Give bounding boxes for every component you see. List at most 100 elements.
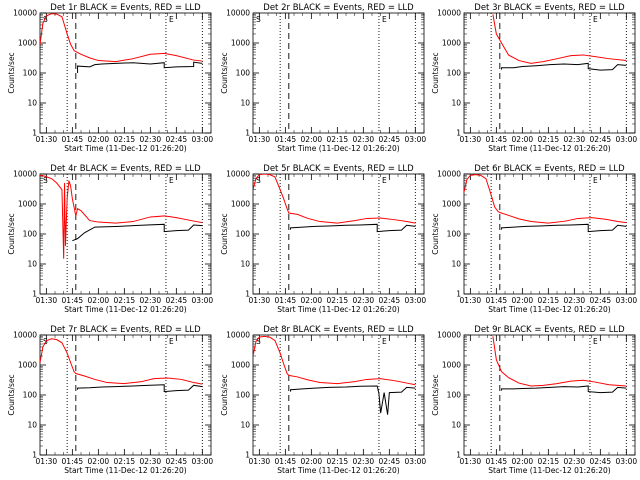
y-tick-label: 100 [23, 391, 38, 400]
y-tick-label: 1000 [231, 200, 250, 209]
x-tick-label: 02:15 [114, 457, 136, 466]
x-tick-label: 01:45 [62, 135, 84, 144]
x-tick-label: 01:30 [460, 457, 482, 466]
x-tick-label: 02:15 [538, 296, 560, 305]
y-tick-label: 100 [23, 69, 38, 78]
panel-title: Det 5r BLACK = Events, RED = LLD [263, 164, 414, 174]
end-marker-label: E [382, 337, 387, 346]
events-series-line [501, 62, 627, 71]
y-tick-label: 1000 [442, 361, 461, 370]
y-axis-label: Counts/sec [220, 374, 229, 415]
events-series-line [77, 384, 203, 393]
x-tick-label: 02:45 [379, 457, 401, 466]
y-tick-label: 10 [240, 99, 250, 108]
x-tick-label: 03:00 [405, 296, 427, 305]
plot-frame [252, 12, 425, 134]
x-tick-label: 02:15 [114, 296, 136, 305]
x-tick-label: 03:00 [616, 457, 638, 466]
y-tick-label: 10000 [13, 331, 37, 340]
x-tick-label: 01:45 [486, 296, 508, 305]
y-tick-label: 10 [451, 99, 461, 108]
y-tick-label: 10 [240, 421, 250, 430]
y-tick-label: 1000 [442, 39, 461, 48]
panel-2: Det 2r BLACK = Events, RED = LLD 1 10 100 10… [220, 3, 426, 153]
x-tick-label: 02:00 [512, 135, 534, 144]
start-marker-label: S [43, 15, 48, 24]
events-series-line [72, 223, 203, 242]
y-tick-label: 100 [447, 230, 462, 239]
y-axis-label: Counts/sec [7, 374, 16, 415]
x-tick-label: 02:30 [140, 457, 162, 466]
x-tick-label: 02:45 [166, 296, 188, 305]
x-axis-label: Start Time (11-Dec-12 01:26:20) [277, 305, 399, 314]
x-axis-label: Start Time (11-Dec-12 01:26:20) [64, 305, 186, 314]
lld-series-line [492, 336, 627, 387]
y-tick-label: 1 [456, 451, 461, 460]
panel-title: Det 6r BLACK = Events, RED = LLD [474, 164, 625, 174]
plot-frame [39, 334, 212, 456]
y-tick-label: 10000 [437, 170, 461, 179]
x-axis-label: Start Time (11-Dec-12 01:26:20) [488, 305, 610, 314]
lld-series-line [253, 335, 416, 386]
y-tick-label: 10 [240, 260, 250, 269]
panel-title: Det 9r BLACK = Events, RED = LLD [474, 325, 625, 335]
x-axis-label: Start Time (11-Dec-12 01:26:20) [64, 144, 186, 153]
x-tick-label: 03:00 [405, 457, 427, 466]
y-tick-label: 1000 [231, 39, 250, 48]
x-tick-label: 03:00 [616, 296, 638, 305]
y-tick-label: 10 [27, 260, 37, 269]
x-tick-label: 02:15 [327, 457, 349, 466]
y-tick-label: 10 [451, 421, 461, 430]
y-tick-label: 100 [236, 391, 251, 400]
plot-frame [463, 334, 636, 456]
x-tick-label: 01:45 [486, 457, 508, 466]
x-tick-label: 03:00 [192, 135, 214, 144]
x-tick-label: 03:00 [616, 135, 638, 144]
lld-series-line [464, 174, 627, 224]
y-tick-label: 10000 [226, 331, 250, 340]
events-series-line [77, 61, 203, 73]
panel-7: Det 7r BLACK = Events, RED = LLD 1 10 100 10… [7, 325, 213, 475]
x-tick-label: 02:45 [590, 296, 612, 305]
x-tick-label: 02:30 [140, 296, 162, 305]
lld-series-line [253, 174, 416, 224]
panel-1: Det 1r BLACK = Events, RED = LLD 1 10 100 10… [7, 3, 213, 153]
x-tick-label: 02:00 [88, 296, 110, 305]
x-tick-label: 02:00 [512, 457, 534, 466]
x-tick-label: 02:30 [353, 457, 375, 466]
y-axis-label: Counts/sec [7, 52, 16, 93]
y-tick-label: 1 [456, 290, 461, 299]
y-axis-label: Counts/sec [431, 52, 440, 93]
x-tick-label: 02:00 [301, 296, 323, 305]
panel-5: Det 5r BLACK = Events, RED = LLD 1 10 100 10… [220, 164, 426, 314]
end-marker-label: E [169, 337, 174, 346]
end-marker-label: E [169, 176, 174, 185]
x-tick-label: 02:00 [88, 135, 110, 144]
y-axis-label: Counts/sec [431, 213, 440, 254]
y-tick-label: 10000 [13, 170, 37, 179]
panel-title: Det 1r BLACK = Events, RED = LLD [50, 3, 201, 13]
x-tick-label: 02:30 [564, 296, 586, 305]
x-tick-label: 02:45 [379, 296, 401, 305]
end-marker-label: E [382, 15, 387, 24]
x-tick-label: 01:45 [275, 457, 297, 466]
y-tick-label: 1 [32, 290, 37, 299]
x-tick-label: 01:30 [36, 135, 58, 144]
y-tick-label: 10000 [226, 9, 250, 18]
end-marker-label: E [169, 15, 174, 24]
panel-3: Det 3r BLACK = Events, RED = LLD 1 10 100 10… [431, 3, 637, 153]
y-tick-label: 100 [236, 69, 251, 78]
x-tick-label: 01:30 [36, 296, 58, 305]
plot-frame [463, 173, 636, 295]
panel-6: Det 6r BLACK = Events, RED = LLD 1 10 100 10… [431, 164, 637, 314]
x-tick-label: 02:45 [379, 135, 401, 144]
start-marker-label: S [43, 176, 48, 185]
x-tick-label: 02:15 [538, 135, 560, 144]
x-tick-label: 02:45 [590, 135, 612, 144]
lld-series-line [492, 14, 627, 64]
y-axis-label: Counts/sec [7, 213, 16, 254]
x-tick-label: 02:15 [327, 296, 349, 305]
events-series-line [290, 385, 416, 415]
y-tick-label: 1 [245, 129, 250, 138]
